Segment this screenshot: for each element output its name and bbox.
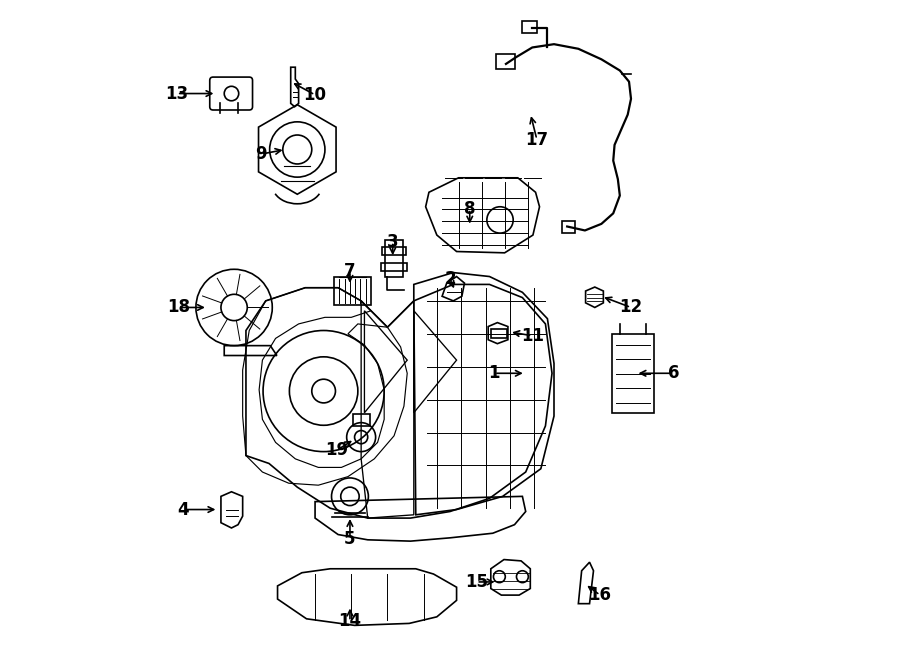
Bar [522,21,537,33]
Bar [353,414,370,426]
Text: 14: 14 [338,613,362,631]
Text: 9: 9 [256,145,267,163]
Bar [612,334,654,412]
Bar [562,221,575,233]
Text: 7: 7 [344,262,356,280]
Bar [381,263,407,271]
Bar [385,240,402,276]
Text: 13: 13 [166,85,188,102]
Bar [382,247,406,254]
Text: 8: 8 [464,200,475,217]
Text: 17: 17 [526,131,548,149]
Text: 11: 11 [521,327,544,345]
Text: 12: 12 [619,299,643,317]
Text: 16: 16 [589,586,612,604]
Text: 4: 4 [177,500,189,518]
Text: 19: 19 [325,442,348,459]
Text: 1: 1 [489,364,500,382]
Text: 18: 18 [167,299,190,317]
Text: 15: 15 [464,573,488,591]
Text: 6: 6 [668,364,680,382]
Bar [491,329,507,338]
Text: 5: 5 [344,530,356,548]
Bar [496,54,515,69]
Bar [334,276,371,305]
Text: 2: 2 [445,270,455,288]
Text: 3: 3 [387,233,399,251]
Text: 10: 10 [303,86,327,104]
